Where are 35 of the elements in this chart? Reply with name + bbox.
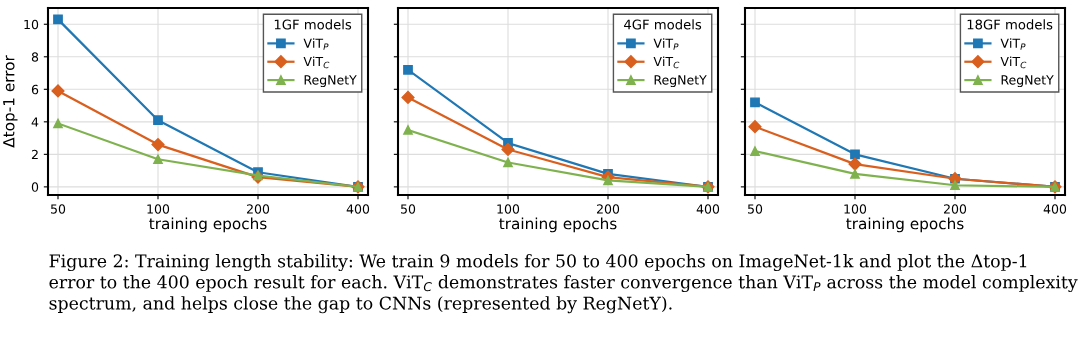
x-tick-label: 100	[497, 204, 520, 214]
legend-label: RegNetY	[304, 75, 357, 88]
y-tick-label: 6	[31, 84, 39, 95]
x-tick-label: 100	[844, 204, 867, 214]
legend-label: RegNetY	[654, 75, 707, 88]
legend-label: ViT$_{P}$	[1000, 38, 1026, 50]
text: Figure 2: Training length stability: We train 9 models for 50 to 400 epochs on ImageNet-1k and plot the Δtop-1 error to the 400 epoch result for each. ViT$_{C}$ demonstrates faster convergence than ViT$_{P}$ across the model complexity spectrum, and helps close the gap to CNNs (represented by RegNetY).	[49, 254, 1078, 314]
y-tick-label: 4	[31, 117, 39, 127]
x-tick-label: 200	[943, 204, 967, 214]
legend-title: 4GF models	[624, 19, 702, 30]
x-tick-label: 50	[401, 204, 416, 214]
legend-title: 1GF models	[274, 19, 352, 30]
y-tick-label: 2	[31, 149, 38, 160]
x-tick-label: 200	[596, 204, 620, 214]
legend-label: ViT$_{P}$	[653, 38, 679, 50]
legend-label: RegNetY	[1001, 75, 1054, 88]
x-tick-label: 50	[748, 204, 763, 214]
legend-label: ViT$_{C}$	[1000, 56, 1027, 69]
y-tick-label: 8	[31, 52, 39, 62]
x-axis-title: training epochs	[499, 217, 617, 233]
x-axis-title: training epochs	[149, 217, 267, 233]
legend-title: 18GF models	[967, 19, 1053, 30]
y-tick-label: 0	[31, 182, 39, 192]
x-tick-label: 400	[1043, 204, 1067, 214]
x-tick-label: 400	[696, 204, 720, 214]
x-tick-label: 200	[246, 204, 270, 214]
legend-label: ViT$_{C}$	[303, 56, 330, 69]
x-axis-title: training epochs	[846, 217, 964, 233]
legend-label: ViT$_{P}$	[303, 38, 329, 50]
y-tick-label: 10	[24, 19, 39, 30]
y-axis-title: Δtop-1 error	[3, 55, 18, 148]
x-tick-label: 50	[51, 204, 66, 214]
legend-label: ViT$_{C}$	[653, 56, 680, 69]
x-tick-label: 400	[346, 204, 370, 214]
x-tick-label: 100	[147, 204, 170, 214]
